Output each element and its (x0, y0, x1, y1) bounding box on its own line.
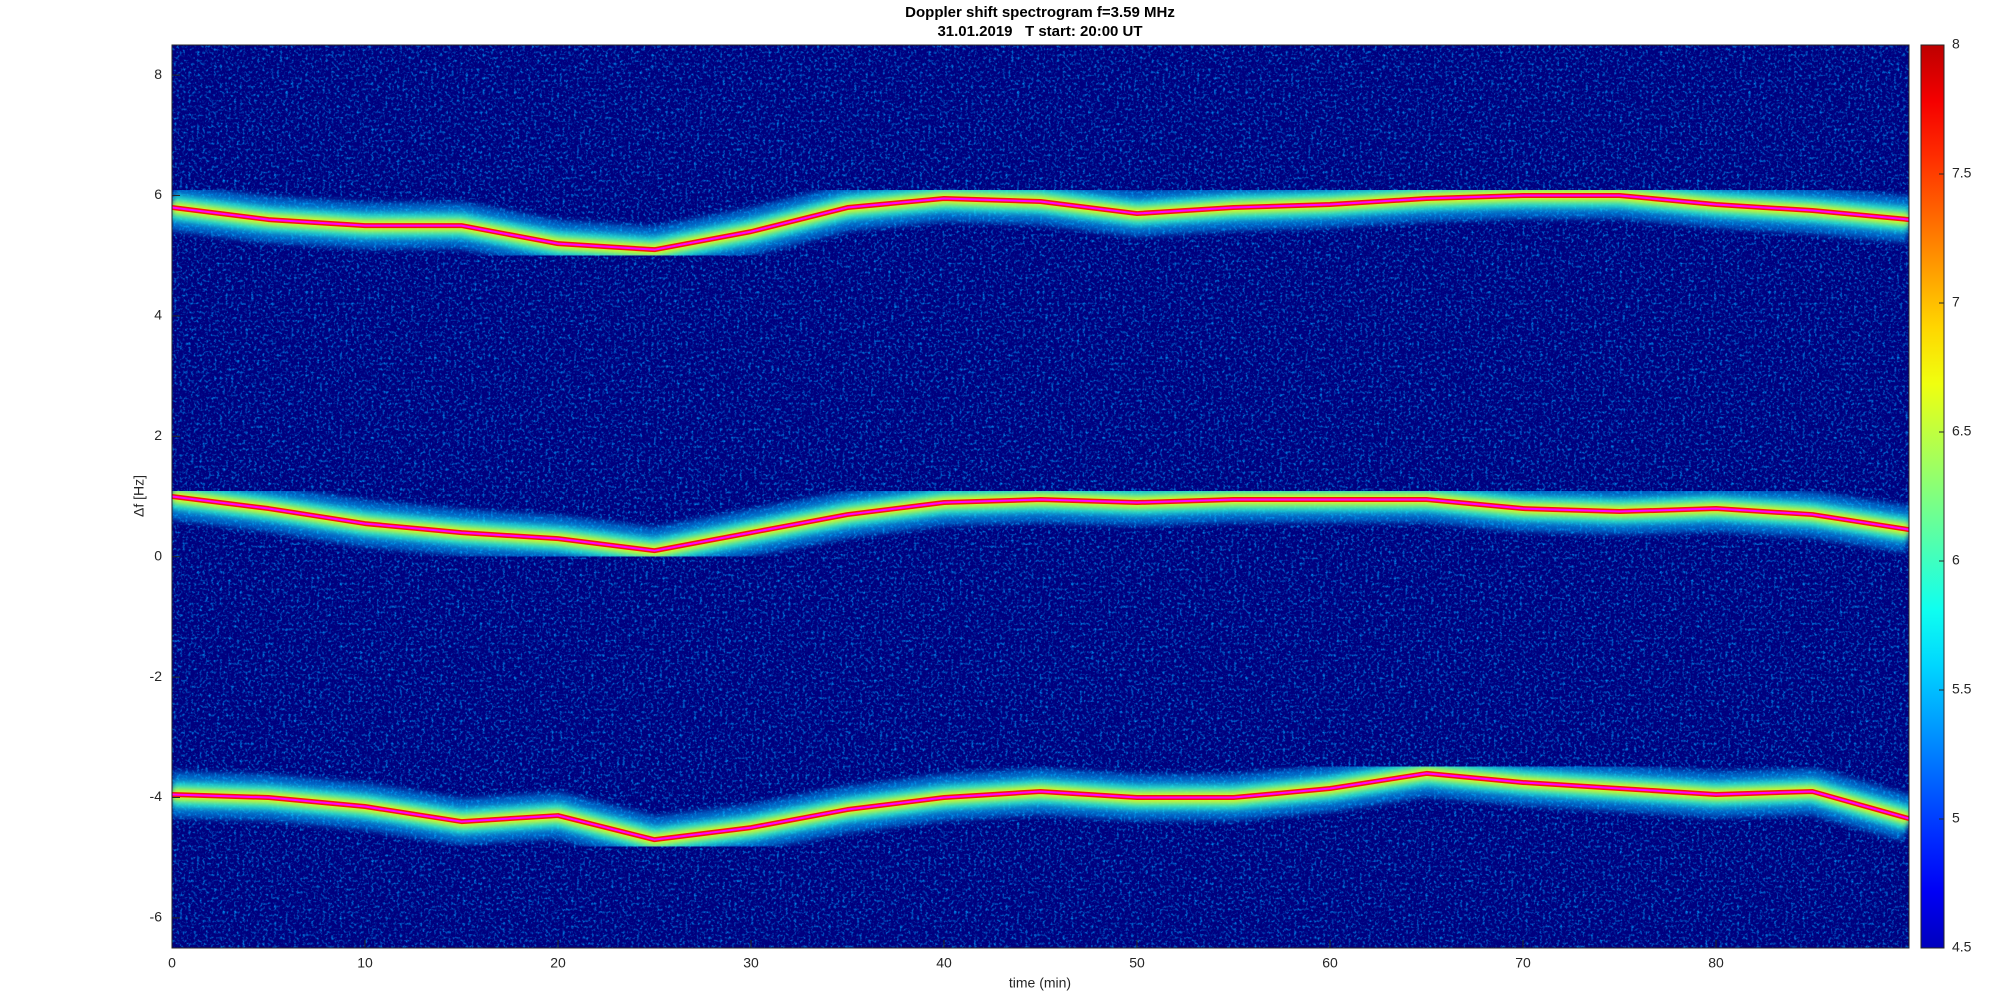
trace-line (172, 772, 1909, 841)
x-tick-label: 10 (357, 955, 373, 971)
colorbar-tick-label: 6 (1952, 552, 1960, 568)
y-tick-label: -2 (150, 668, 163, 684)
x-tick-label: 30 (743, 955, 759, 971)
trace-line (172, 495, 1909, 552)
colorbar-tick-label: 7.5 (1952, 165, 1972, 181)
x-tick-label: 70 (1515, 955, 1531, 971)
colorbar-tick-label: 5 (1952, 810, 1960, 826)
y-tick-label: -6 (150, 909, 163, 925)
chart-title: Doppler shift spectrogram f=3.59 MHz (905, 4, 1175, 21)
x-axis-label: time (min) (1009, 975, 1071, 991)
x-tick-label: 60 (1322, 955, 1338, 971)
colorbar (1920, 44, 1945, 949)
x-tick-label: 80 (1708, 955, 1724, 971)
traces (172, 172, 1909, 863)
y-tick-label: 6 (154, 186, 162, 202)
y-tick-label: 2 (154, 427, 162, 443)
y-tick-label: 4 (154, 307, 162, 323)
y-tick-label: 0 (154, 547, 162, 563)
trace-line (172, 194, 1909, 251)
y-tick-label: -4 (150, 788, 163, 804)
chart-subtitle: 31.01.2019 T start: 20:00 UT (937, 23, 1142, 40)
y-tick-label: 8 (154, 66, 162, 82)
colorbar-tick-label: 5.5 (1952, 681, 1972, 697)
plot-frame (171, 44, 1910, 949)
colorbar-tick-label: 6.5 (1952, 423, 1972, 439)
x-tick-label: 0 (168, 955, 176, 971)
colorbar-tick-label: 8 (1952, 36, 1960, 52)
y-axis-label: Δf [Hz] (131, 475, 147, 517)
x-tick-label: 50 (1129, 955, 1145, 971)
colorbar-tick-label: 7 (1952, 294, 1960, 310)
x-tick-label: 20 (550, 955, 566, 971)
colorbar-tick-label: 4.5 (1952, 939, 1972, 955)
x-tick-label: 40 (936, 955, 952, 971)
